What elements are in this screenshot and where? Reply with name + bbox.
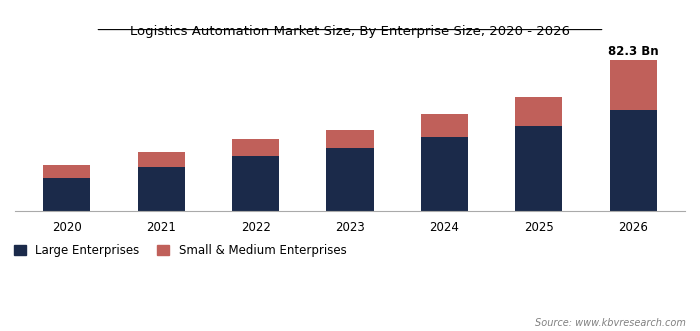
Bar: [610, 110, 657, 211]
Bar: [43, 178, 90, 211]
Bar: [138, 167, 185, 211]
Bar: [421, 114, 468, 137]
Bar: [43, 165, 90, 178]
Bar: [326, 148, 374, 211]
Text: 82.3 Bn: 82.3 Bn: [608, 45, 659, 58]
Title: Logistics Automation Market Size, By Enterprise Size, 2020 - 2026: Logistics Automation Market Size, By Ent…: [130, 25, 570, 38]
Legend: Large Enterprises, Small & Medium Enterprises: Large Enterprises, Small & Medium Enterp…: [14, 244, 346, 257]
Bar: [421, 137, 468, 211]
Bar: [232, 139, 279, 156]
Bar: [232, 156, 279, 211]
Bar: [138, 152, 185, 167]
Bar: [515, 97, 562, 126]
Bar: [610, 60, 657, 110]
Text: Source: www.kbvresearch.com: Source: www.kbvresearch.com: [535, 318, 686, 328]
Bar: [326, 130, 374, 148]
Bar: [515, 126, 562, 211]
